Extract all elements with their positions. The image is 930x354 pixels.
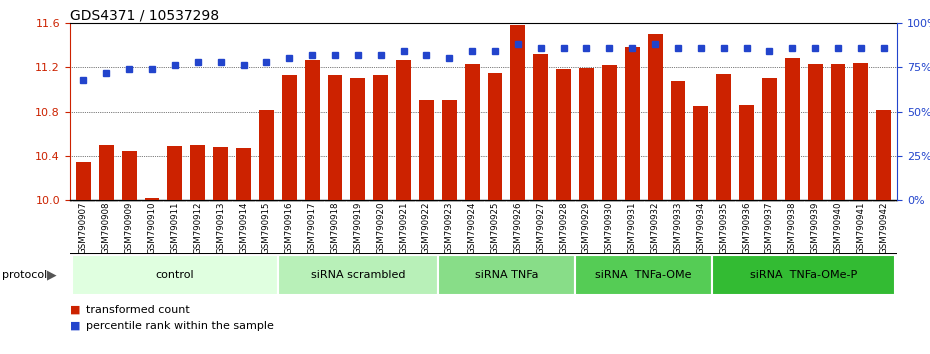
Text: GSM790929: GSM790929 — [582, 202, 591, 254]
Bar — [808, 64, 822, 200]
Text: GSM790931: GSM790931 — [628, 202, 637, 254]
Bar — [716, 74, 731, 200]
Text: GSM790910: GSM790910 — [148, 202, 156, 254]
Bar — [167, 146, 182, 200]
Bar — [259, 110, 273, 200]
Text: siRNA TNFa: siRNA TNFa — [474, 270, 538, 280]
Bar — [556, 69, 571, 200]
FancyBboxPatch shape — [575, 255, 712, 295]
Text: GSM790941: GSM790941 — [857, 202, 866, 254]
Text: GSM790909: GSM790909 — [125, 202, 134, 254]
Text: siRNA  TNFa-OMe: siRNA TNFa-OMe — [595, 270, 692, 280]
Bar — [282, 75, 297, 200]
Bar — [236, 148, 251, 200]
Text: GSM790935: GSM790935 — [719, 202, 728, 254]
Text: GSM790924: GSM790924 — [468, 202, 477, 254]
Text: siRNA  TNFa-OMe-P: siRNA TNFa-OMe-P — [751, 270, 857, 280]
Text: GSM790934: GSM790934 — [697, 202, 705, 254]
Text: GSM790916: GSM790916 — [285, 202, 294, 254]
Text: GSM790930: GSM790930 — [604, 202, 614, 254]
Text: GSM790932: GSM790932 — [651, 202, 659, 254]
Bar — [373, 75, 388, 200]
Text: GSM790915: GSM790915 — [262, 202, 271, 254]
Text: GSM790922: GSM790922 — [422, 202, 431, 254]
Bar — [305, 59, 320, 200]
Text: GSM790908: GSM790908 — [101, 202, 111, 254]
Text: percentile rank within the sample: percentile rank within the sample — [86, 321, 274, 331]
Bar — [533, 54, 548, 200]
Text: GSM790936: GSM790936 — [742, 202, 751, 254]
Bar — [785, 58, 800, 200]
Bar — [762, 78, 777, 200]
Bar — [854, 63, 869, 200]
Text: GSM790926: GSM790926 — [513, 202, 523, 254]
Text: transformed count: transformed count — [86, 305, 191, 315]
Text: GSM790913: GSM790913 — [216, 202, 225, 254]
Text: GSM790938: GSM790938 — [788, 202, 797, 254]
Text: GSM790907: GSM790907 — [79, 202, 88, 254]
Text: control: control — [155, 270, 194, 280]
Text: GSM790920: GSM790920 — [377, 202, 385, 254]
Text: GSM790911: GSM790911 — [170, 202, 179, 254]
Text: GSM790917: GSM790917 — [308, 202, 316, 254]
Text: GSM790927: GSM790927 — [537, 202, 545, 254]
Bar — [487, 73, 502, 200]
Bar — [191, 145, 206, 200]
Bar — [122, 152, 137, 200]
Text: GSM790921: GSM790921 — [399, 202, 408, 254]
Bar — [213, 147, 228, 200]
Bar — [647, 34, 662, 200]
Bar — [465, 64, 480, 200]
Bar — [830, 64, 845, 200]
Text: GSM790919: GSM790919 — [353, 202, 363, 254]
Text: siRNA scrambled: siRNA scrambled — [311, 270, 405, 280]
Bar — [442, 101, 457, 200]
FancyBboxPatch shape — [278, 255, 438, 295]
Bar — [419, 101, 434, 200]
FancyBboxPatch shape — [712, 255, 896, 295]
Text: ■: ■ — [70, 305, 80, 315]
Bar — [876, 110, 891, 200]
Text: GSM790937: GSM790937 — [764, 202, 774, 254]
Bar — [99, 145, 113, 200]
Bar — [694, 106, 709, 200]
Bar — [396, 59, 411, 200]
FancyBboxPatch shape — [438, 255, 575, 295]
Text: GSM790928: GSM790928 — [559, 202, 568, 254]
Text: GSM790923: GSM790923 — [445, 202, 454, 254]
Bar — [579, 68, 594, 200]
Text: GSM790939: GSM790939 — [811, 202, 819, 254]
Text: GSM790925: GSM790925 — [490, 202, 499, 254]
Text: GSM790942: GSM790942 — [879, 202, 888, 254]
Text: GDS4371 / 10537298: GDS4371 / 10537298 — [70, 9, 219, 23]
FancyBboxPatch shape — [72, 255, 278, 295]
Bar — [671, 80, 685, 200]
Bar — [739, 105, 754, 200]
Bar — [351, 78, 365, 200]
Text: ▶: ▶ — [47, 269, 57, 282]
Text: GSM790914: GSM790914 — [239, 202, 248, 254]
Bar — [76, 162, 91, 200]
Text: GSM790940: GSM790940 — [833, 202, 843, 254]
Text: GSM790918: GSM790918 — [330, 202, 339, 254]
Bar — [625, 47, 640, 200]
Bar — [602, 65, 617, 200]
Text: ■: ■ — [70, 321, 80, 331]
Bar — [327, 75, 342, 200]
Text: GSM790933: GSM790933 — [673, 202, 683, 254]
Text: GSM790912: GSM790912 — [193, 202, 203, 254]
Bar — [145, 198, 159, 200]
Bar — [511, 25, 525, 200]
Text: protocol: protocol — [2, 270, 47, 280]
